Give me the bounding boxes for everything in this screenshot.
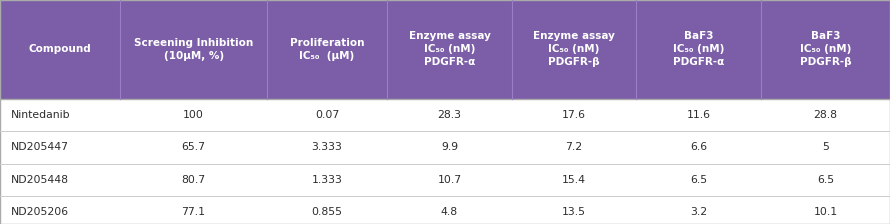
Text: 65.7: 65.7 bbox=[182, 142, 206, 152]
Text: 10.1: 10.1 bbox=[813, 207, 837, 217]
Text: 80.7: 80.7 bbox=[182, 175, 206, 185]
Text: 9.9: 9.9 bbox=[441, 142, 458, 152]
Text: 17.6: 17.6 bbox=[562, 110, 586, 120]
Text: 1.333: 1.333 bbox=[312, 175, 343, 185]
Text: BaF3
IC₅₀ (nM)
PDGFR-α: BaF3 IC₅₀ (nM) PDGFR-α bbox=[673, 31, 724, 67]
Text: ND205448: ND205448 bbox=[11, 175, 69, 185]
Text: 6.6: 6.6 bbox=[690, 142, 708, 152]
Text: 28.8: 28.8 bbox=[813, 110, 837, 120]
Text: Compound: Compound bbox=[28, 44, 92, 54]
Text: Nintedanib: Nintedanib bbox=[11, 110, 70, 120]
Text: 100: 100 bbox=[183, 110, 204, 120]
Text: 7.2: 7.2 bbox=[565, 142, 583, 152]
Text: Screening Inhibition
(10μM, %): Screening Inhibition (10μM, %) bbox=[134, 38, 253, 61]
Text: 4.8: 4.8 bbox=[441, 207, 458, 217]
Text: Proliferation
IC₅₀  (μM): Proliferation IC₅₀ (μM) bbox=[290, 38, 364, 61]
Text: Enzyme assay
IC₅₀ (nM)
PDGFR-β: Enzyme assay IC₅₀ (nM) PDGFR-β bbox=[533, 31, 615, 67]
Text: 6.5: 6.5 bbox=[817, 175, 834, 185]
Bar bbox=[0, 0, 890, 99]
Text: 10.7: 10.7 bbox=[437, 175, 462, 185]
Text: 0.855: 0.855 bbox=[312, 207, 343, 217]
Text: 3.333: 3.333 bbox=[312, 142, 343, 152]
Text: 15.4: 15.4 bbox=[562, 175, 586, 185]
Text: ND205206: ND205206 bbox=[11, 207, 69, 217]
Text: 5: 5 bbox=[822, 142, 829, 152]
Text: 13.5: 13.5 bbox=[562, 207, 586, 217]
Text: 3.2: 3.2 bbox=[690, 207, 708, 217]
Text: 0.07: 0.07 bbox=[315, 110, 339, 120]
Text: 28.3: 28.3 bbox=[438, 110, 461, 120]
Text: 77.1: 77.1 bbox=[182, 207, 206, 217]
Text: ND205447: ND205447 bbox=[11, 142, 69, 152]
Text: BaF3
IC₅₀ (nM)
PDGFR-β: BaF3 IC₅₀ (nM) PDGFR-β bbox=[799, 31, 852, 67]
Text: Enzyme assay
IC₅₀ (nM)
PDGFR-α: Enzyme assay IC₅₀ (nM) PDGFR-α bbox=[409, 31, 490, 67]
Text: 11.6: 11.6 bbox=[687, 110, 710, 120]
Text: 6.5: 6.5 bbox=[690, 175, 708, 185]
